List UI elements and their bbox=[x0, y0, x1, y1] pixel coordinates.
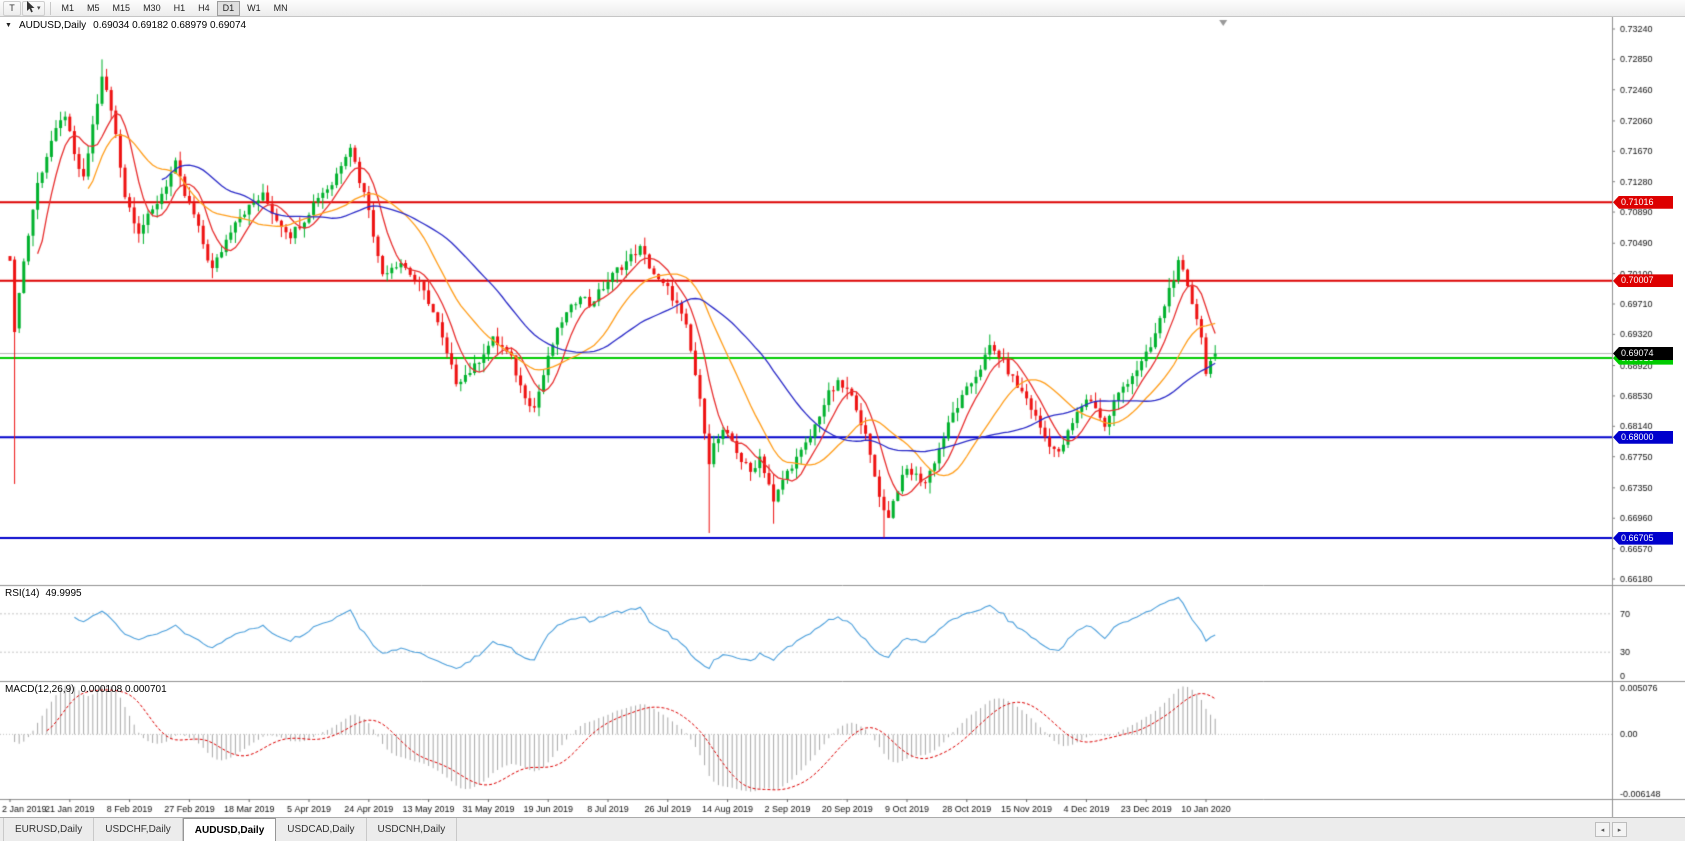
price-tag-0.66705: 0.66705 bbox=[1613, 531, 1673, 545]
macd-label: MACD(12,26,9) 0.000108 0.000701 bbox=[5, 684, 167, 695]
rsi-indicator-name: RSI(14) bbox=[5, 588, 40, 599]
macd-indicator-values: 0.000108 0.000701 bbox=[80, 684, 167, 695]
price-tag-0.68000: 0.68000 bbox=[1613, 430, 1673, 444]
chart-tab-usdchf-daily[interactable]: USDCHF,Daily bbox=[94, 818, 183, 841]
cursor-tool-button[interactable]: ▾ bbox=[22, 0, 45, 16]
collapse-arrow-icon[interactable]: ▼ bbox=[5, 22, 12, 29]
chart-tabs: EURUSD,Daily USDCHF,Daily AUDUSD,Daily USDC… bbox=[3, 818, 458, 841]
rsi-indicator-value: 49.9995 bbox=[45, 588, 82, 599]
chart-tab-audusd-daily[interactable]: AUDUSD,Daily bbox=[182, 818, 277, 841]
chart-title: ▼ AUDUSD,Daily 0.69034 0.69182 0.68979 0… bbox=[5, 20, 246, 31]
price-tag-0.69074: 0.69074 bbox=[1613, 347, 1673, 361]
chart-area: ▼ AUDUSD,Daily 0.69034 0.69182 0.68979 0… bbox=[0, 17, 1685, 817]
timeframe-button-m5[interactable]: M5 bbox=[81, 1, 106, 16]
dropdown-caret-icon: ▾ bbox=[37, 5, 41, 12]
toolbar: T ▾ M1 M5 M15 M30 H1 H4 D1 W1 MN bbox=[0, 0, 1685, 17]
timeframe-button-m1[interactable]: M1 bbox=[56, 1, 81, 16]
timeframe-button-d1[interactable]: D1 bbox=[216, 0, 241, 16]
arrow-cursor-icon bbox=[26, 1, 35, 15]
text-tool-icon: T bbox=[9, 3, 15, 13]
chart-title-ohlc: 0.69034 0.69182 0.68979 0.69074 bbox=[93, 20, 247, 31]
macd-indicator-name: MACD(12,26,9) bbox=[5, 684, 75, 695]
tabs-scroll-right-button[interactable]: ▸ bbox=[1612, 822, 1627, 837]
tabs-scroll-left-button[interactable]: ◂ bbox=[1595, 822, 1610, 837]
chart-tab-eurusd-daily[interactable]: EURUSD,Daily bbox=[3, 818, 95, 841]
chart-canvas[interactable] bbox=[0, 17, 1685, 817]
timeframe-button-w1[interactable]: W1 bbox=[241, 1, 267, 16]
chart-tab-usdcnh-daily[interactable]: USDCNH,Daily bbox=[367, 818, 458, 841]
chart-title-symbol: AUDUSD,Daily bbox=[18, 20, 87, 31]
price-tag-0.71016: 0.71016 bbox=[1613, 195, 1673, 209]
timeframe-button-h4[interactable]: H4 bbox=[192, 1, 216, 16]
timeframe-toolbar: M1 M5 M15 M30 H1 H4 D1 W1 MN bbox=[56, 0, 294, 16]
timeframe-button-m30[interactable]: M30 bbox=[137, 1, 167, 16]
price-tag-0.70007: 0.70007 bbox=[1613, 274, 1673, 288]
toolbar-separator bbox=[49, 1, 51, 15]
text-tool-button[interactable]: T bbox=[3, 0, 21, 16]
timeframe-button-h1[interactable]: H1 bbox=[168, 1, 192, 16]
tab-scroll-controls: ◂ ▸ bbox=[1595, 822, 1627, 837]
rsi-label: RSI(14) 49.9995 bbox=[5, 588, 82, 599]
chart-tab-bar: EURUSD,Daily USDCHF,Daily AUDUSD,Daily USDC… bbox=[0, 817, 1685, 841]
timeframe-button-m15[interactable]: M15 bbox=[107, 1, 137, 16]
timeframe-button-mn[interactable]: MN bbox=[268, 1, 294, 16]
chart-tab-usdcad-daily[interactable]: USDCAD,Daily bbox=[276, 818, 367, 841]
